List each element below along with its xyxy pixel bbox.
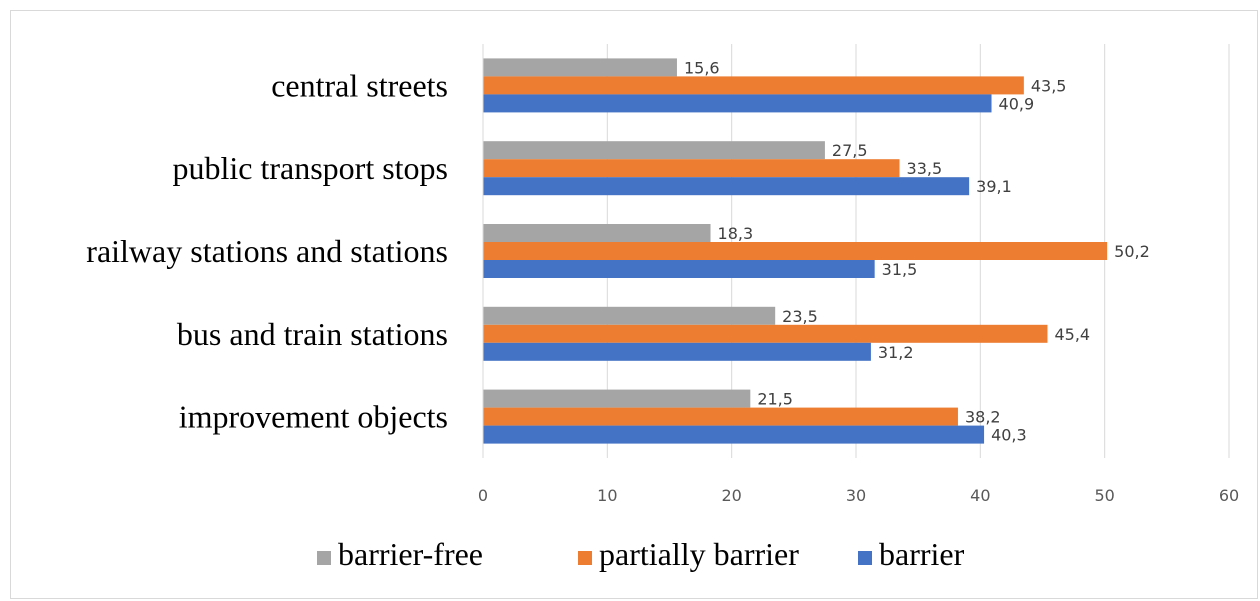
data-label: 40,3 <box>991 426 1027 445</box>
category-label: railway stations and stations <box>86 233 448 269</box>
bars <box>483 58 1108 444</box>
data-label: 50,2 <box>1114 242 1150 261</box>
bar <box>483 425 985 444</box>
data-label: 31,2 <box>878 343 914 362</box>
bar <box>483 177 970 196</box>
category-label: central streets <box>271 67 448 103</box>
category-axis: central streets public transport stops rai… <box>86 44 484 458</box>
bar <box>483 224 711 242</box>
data-label: 18,3 <box>718 224 754 243</box>
bar <box>483 260 875 278</box>
bar <box>483 306 776 325</box>
bar <box>483 342 871 361</box>
value-axis: 0 10 20 30 40 50 60 <box>478 486 1239 505</box>
category-label: improvement objects <box>179 399 448 435</box>
data-label: 23,5 <box>782 307 818 326</box>
data-label: 38,2 <box>965 408 1001 427</box>
data-label: 33,5 <box>907 159 943 178</box>
bar <box>483 58 677 77</box>
bar <box>483 76 1024 95</box>
bar <box>483 159 900 178</box>
data-label: 40,9 <box>999 94 1035 113</box>
category-label: public transport stops <box>172 150 448 186</box>
x-tick-label: 10 <box>597 486 617 505</box>
x-tick-label: 30 <box>846 486 866 505</box>
bar <box>483 389 751 408</box>
legend-swatch <box>578 551 592 565</box>
category-label: bus and train stations <box>177 316 448 352</box>
data-label: 15,6 <box>684 58 720 77</box>
legend-label: barrier-free <box>338 536 483 572</box>
data-labels: 15,6 43,540,9 27,5 33,5 39,1 18,3 50,2 31,5 23,5… <box>684 58 1150 444</box>
legend-label: barrier <box>879 536 965 572</box>
x-tick-label: 60 <box>1219 486 1239 505</box>
x-tick-label: 40 <box>970 486 990 505</box>
x-tick-label: 20 <box>721 486 741 505</box>
data-label: 27,5 <box>832 141 868 160</box>
legend-label: partially barrier <box>599 536 799 572</box>
data-label: 45,4 <box>1054 325 1090 344</box>
legend-swatch <box>858 551 872 565</box>
bar <box>483 94 992 113</box>
bar <box>483 407 958 426</box>
legend: barrier-free partially barrier barrier <box>317 536 965 572</box>
data-label: 43,5 <box>1031 76 1067 95</box>
data-label: 21,5 <box>757 390 793 409</box>
x-tick-label: 0 <box>478 486 488 505</box>
data-label: 39,1 <box>976 177 1012 196</box>
bar <box>483 324 1048 343</box>
x-tick-label: 50 <box>1094 486 1114 505</box>
legend-swatch <box>317 551 331 565</box>
bar <box>483 141 825 160</box>
bar <box>483 242 1108 260</box>
data-label: 31,5 <box>882 260 918 279</box>
